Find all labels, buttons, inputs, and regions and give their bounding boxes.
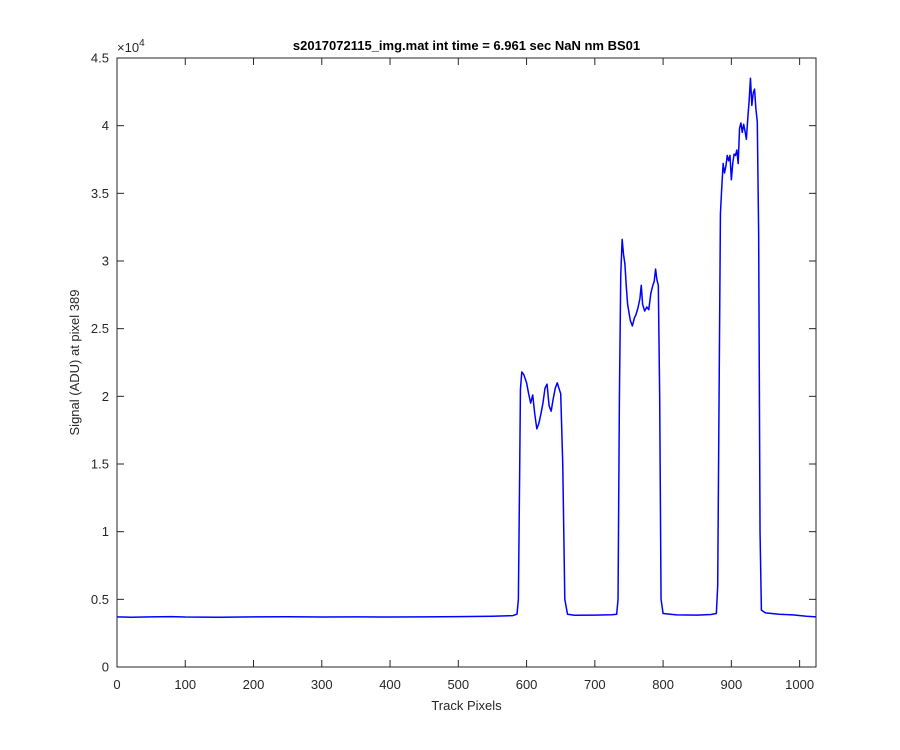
y-exponent-multiplier: ×104	[117, 38, 145, 55]
y-tick-label: 0.5	[91, 592, 109, 607]
x-tick-label: 200	[243, 677, 265, 692]
x-tick-label: 900	[721, 677, 743, 692]
y-tick-label: 1	[102, 524, 109, 539]
x-tick-label: 600	[516, 677, 538, 692]
axes-box	[116, 57, 817, 668]
x-tick-label: 1000	[785, 677, 814, 692]
y-exponent-power: 4	[139, 38, 145, 49]
series-line	[116, 77, 817, 618]
y-exponent-base: ×10	[117, 40, 139, 55]
y-axis-label: Signal (ADU) at pixel 389	[67, 290, 82, 436]
plot-area	[117, 58, 816, 667]
x-axis: 0 100 200 300 400 500 600 700 800 900 1000	[113, 58, 814, 692]
y-tick-label: 1.5	[91, 457, 109, 472]
y-tick-label: 2	[102, 389, 109, 404]
x-tick-label: 700	[584, 677, 606, 692]
y-axis: 0 0.5 1 1.5 2 2.5 3 3.5 4 4.5	[91, 51, 816, 675]
series-layer	[116, 77, 817, 618]
y-tick-label: 0	[102, 660, 109, 675]
chart-title: s2017072115_img.mat int time = 6.961 sec…	[293, 38, 640, 53]
y-tick-label: 2.5	[91, 321, 109, 336]
x-tick-label: 400	[379, 677, 401, 692]
x-tick-label: 100	[174, 677, 196, 692]
y-tick-label: 4.5	[91, 51, 109, 66]
x-tick-label: 800	[652, 677, 674, 692]
y-tick-label: 3.5	[91, 186, 109, 201]
x-tick-label: 300	[311, 677, 333, 692]
y-tick-label: 4	[102, 118, 109, 133]
x-tick-label: 0	[113, 677, 120, 692]
x-tick-label: 500	[447, 677, 469, 692]
y-tick-label: 3	[102, 254, 109, 269]
x-axis-label: Track Pixels	[431, 698, 502, 713]
